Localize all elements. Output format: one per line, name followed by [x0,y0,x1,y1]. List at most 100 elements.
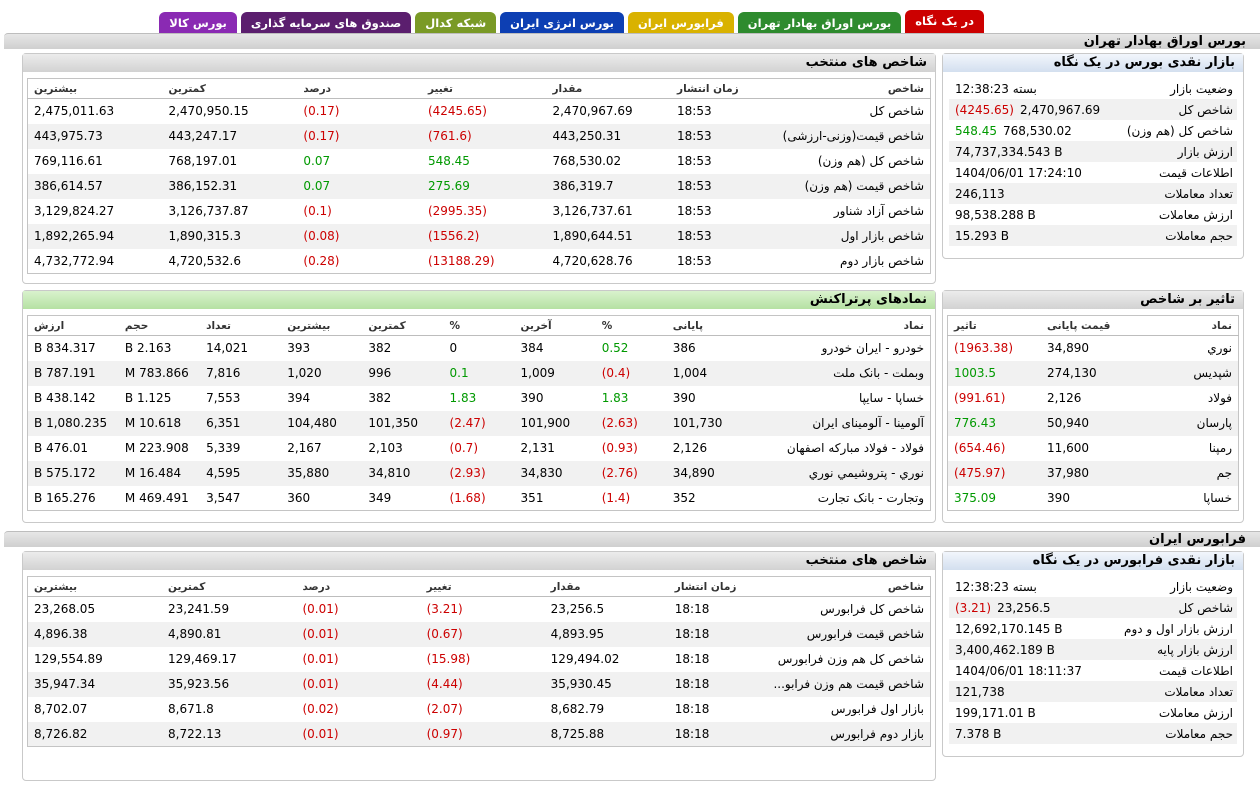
column-header[interactable]: نماد [1144,315,1239,336]
symbol-name-cell[interactable]: خودرو - ایران خودرو [821,341,924,356]
index-name-cell[interactable]: شاخص قیمت فرابورس [761,621,931,647]
index-name-cell[interactable]: شاخص کل فرابورس [820,602,924,617]
impact-row[interactable]: رمپنا 11,600 (654.46) [948,436,1239,461]
symbol-row[interactable]: خودرو - ایران خودرو 386 0.52 384 0 382 393 14,0… [28,336,931,361]
index-row[interactable]: شاخص قیمت (هم وزن) 18:53 386,319.7 275.69 0.… [27,173,931,199]
symbol-name-cell[interactable]: وبملت - بانک ملت [747,360,931,386]
glance-label: شاخص کل [1107,99,1237,120]
tab-5[interactable]: صندوق های سرمایه گذاری [240,12,412,34]
column-header[interactable]: تغییر [421,78,547,99]
impact-row[interactable]: پارسان 50,940 776.43 [947,410,1239,436]
symbol-name-cell[interactable]: نوري - پتروشیمي نوري [747,460,931,486]
tab-2[interactable]: فرابورس ایران [627,12,734,34]
symbol-row[interactable]: خساپا - سایپا 390 1.83 390 1.83 382 394 7,553 1.… [28,386,931,411]
index-row[interactable]: شاخص کل (هم وزن) 18:53 768,530.02 548.45 0.0… [28,149,931,174]
index-name-cell[interactable]: بازار اول فرابورس [830,702,924,716]
glance-change: 548.45 [955,123,997,138]
impact-row[interactable]: نوري 34,890 (1963.38) [948,336,1239,361]
glance-change: (4245.65) [955,102,1014,117]
column-header[interactable]: کمترین [362,315,444,336]
index-name-cell[interactable]: شاخص بازار اول [764,223,931,249]
column-header[interactable]: مقدار [544,576,669,597]
symbol-row[interactable]: وبملت - بانک ملت 1,004 (0.4) 1,009 0.1 996 1,0… [27,360,931,386]
column-header[interactable]: تاثیر [947,315,1042,336]
symbol-name-cell[interactable]: فولاد - فولاد مبارکه اصفهان [786,441,924,455]
column-header[interactable]: بیشترین [281,315,363,336]
index-pct-cell: (0.17) [297,123,422,149]
column-header[interactable]: نماد [747,315,931,336]
index-row[interactable]: شاخص کل 18:53 2,470,967.69 (4245.65) (0.17) 2… [28,99,931,124]
column-header[interactable]: درصد [297,78,422,99]
impact-symbol-cell[interactable]: جم [1144,460,1239,486]
index-row[interactable]: شاخص قیمت فرابورس 18:18 4,893.95 (0.67) (0.0… [27,621,931,647]
tab-6[interactable]: بورس کالا [159,12,237,34]
symbol-max-cell: 35,880 [281,460,363,486]
column-header[interactable]: آخرین [514,315,596,336]
impact-price-cell: 274,130 [1041,360,1145,386]
impact-row[interactable]: شپدیس 274,130 1003.5 [947,360,1239,386]
impact-row[interactable]: خساپا 390 375.09 [948,486,1239,511]
glance-value: 548.45 768,530.02 [949,120,1107,141]
index-name-cell[interactable]: شاخص کل هم وزن فرابورس [777,652,924,666]
column-header[interactable]: درصد [296,576,421,597]
glance-row: اطلاعات قیمت 1404/06/01 18:11:37 [949,660,1237,681]
column-header[interactable]: زمان انتشار [668,576,762,597]
column-header[interactable]: قیمت پایانی [1041,315,1145,336]
index-row[interactable]: شاخص قیمت هم وزن فرابو... 18:18 35,930.45(… [27,671,931,697]
index-row[interactable]: شاخص بازار اول 18:53 1,890,644.51 (1556.2)(… [27,223,931,249]
tab-1[interactable]: بورس اوراق بهادار تهران [737,12,902,34]
symbol-row[interactable]: آلومینا - آلومینای ایران 101,730 (2.63) 101… [27,410,931,436]
impact-symbol-cell[interactable]: پارسان [1144,410,1239,436]
index-row[interactable]: بازار اول فرابورس 18:18 8,682.79 (2.07) (0.0… [28,697,931,722]
index-row[interactable]: شاخص قیمت(وزنی-ارزشی) 18:53 443,250.31 (761… [27,123,931,149]
column-header[interactable]: شاخص [761,576,931,597]
symbol-row[interactable]: وتجارت - بانک تجارت 352 (1.4) 351 (1.68) 349 3… [28,486,931,511]
index-name-cell[interactable]: شاخص کل [869,104,924,119]
tab-0[interactable]: در یک نگاه [905,10,984,34]
impact-symbol-cell[interactable]: نوري [1207,341,1232,356]
index-row[interactable]: بازار دوم فرابورس 18:18 8,725.88 (0.97) (0.0… [27,721,931,747]
impact-row[interactable]: جم 37,980 (475.97) [947,460,1239,486]
column-header[interactable]: تغییر [420,576,545,597]
symbol-name-cell[interactable]: خساپا - سایپا [858,391,924,405]
column-header[interactable]: کمترین [162,576,297,597]
index-name-cell[interactable]: شاخص قیمت(وزنی-ارزشی) [764,123,931,149]
impact-symbol-cell[interactable]: فولاد [1207,391,1232,405]
impact-symbol-cell[interactable]: رمپنا [1208,441,1232,455]
glance-value: (4245.65) 2,470,967.69 [949,99,1107,120]
column-header[interactable]: زمان انتشار [671,78,765,99]
column-header[interactable]: ارزش [27,315,119,336]
symbol-row[interactable]: فولاد - فولاد مبارکه اصفهان 2,126 (0.93) 2,… [28,436,931,461]
glance-value: 12,692,170.145 B [949,618,1107,639]
column-header[interactable]: حجم [118,315,201,336]
index-name-cell[interactable]: شاخص بازار دوم [840,253,924,268]
column-header[interactable]: پایانی [666,315,748,336]
column-header[interactable]: مقدار [546,78,672,99]
index-row[interactable]: شاخص کل فرابورس 18:18 23,256.5 (3.21) (0.01)… [28,597,931,622]
tab-3[interactable]: بورس انرژی ایران [500,12,624,34]
column-header[interactable]: بیشترین [27,78,163,99]
column-header[interactable]: % [595,315,667,336]
column-header[interactable]: % [443,315,515,336]
impact-symbol-cell[interactable]: خساپا [1203,490,1232,505]
index-row[interactable]: شاخص آزاد شناور 18:53 3,126,737.61 (2995.35… [28,199,931,224]
index-name-cell[interactable]: شاخص آزاد شناور [833,204,924,218]
glance-label: وضعیت بازار [1170,579,1233,594]
impact-symbol-cell[interactable]: شپدیس [1144,360,1239,386]
symbol-name-cell[interactable]: وتجارت - بانک تجارت [817,490,924,505]
index-row[interactable]: شاخص کل هم وزن فرابورس 18:18 129,494.02 (15… [28,647,931,672]
index-name-cell[interactable]: شاخص قیمت هم وزن فرابو... [761,671,931,697]
column-header[interactable]: بیشترین [27,576,162,597]
column-header[interactable]: شاخص [764,78,931,99]
impact-row[interactable]: فولاد 2,126 (991.61) [948,386,1239,411]
symbol-row[interactable]: نوري - پتروشیمي نوري 34,890 (2.76) 34,830 (2… [27,460,931,486]
index-row[interactable]: شاخص بازار دوم 18:53 4,720,628.76 (13188.29… [28,249,931,274]
index-name-cell[interactable]: شاخص کل (هم وزن) [817,154,924,168]
index-min-cell: 8,671.8 [168,702,214,716]
index-name-cell[interactable]: شاخص قیمت (هم وزن) [764,173,931,199]
column-header[interactable]: تعداد [200,315,282,336]
tab-4[interactable]: شبکه کدال [415,12,497,34]
column-header[interactable]: کمترین [162,78,298,99]
symbol-name-cell[interactable]: آلومینا - آلومینای ایران [747,410,931,436]
index-name-cell[interactable]: بازار دوم فرابورس [761,721,931,747]
